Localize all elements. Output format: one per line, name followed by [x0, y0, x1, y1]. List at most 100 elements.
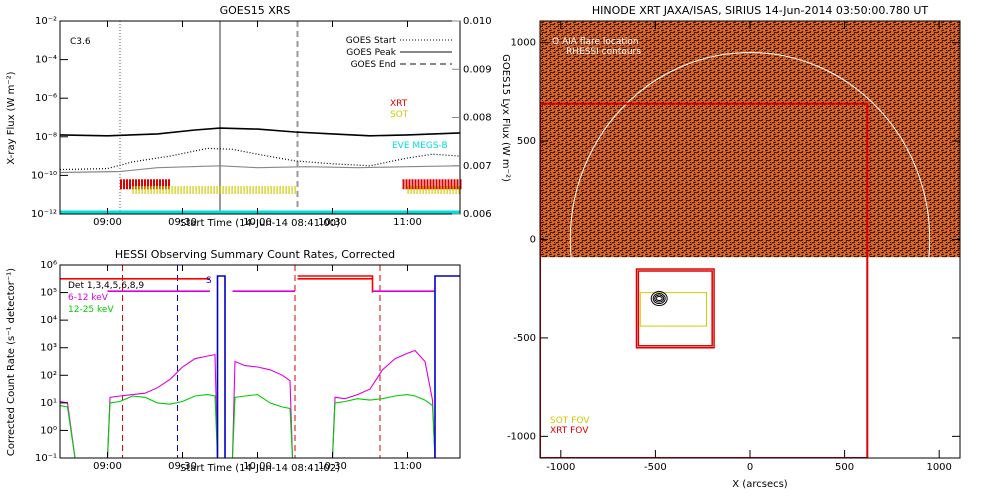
hessi-series-8: [216, 275, 226, 458]
goes-sot-coverage: [446, 186, 448, 195]
hessi-ytick-label: 10⁵: [40, 288, 57, 299]
hessi-panel: HESSI Observing Summary Count Rates, Cor…: [6, 248, 461, 474]
goes-flare-class: C3.6: [70, 37, 91, 47]
xrt-title: HINODE XRT JAXA/ISAS, SIRIUS 14-Jun-2014…: [592, 4, 929, 17]
goes-legend: GOES Start GOES Peak GOES End: [346, 36, 452, 70]
hessi-ytick-label: 10³: [40, 343, 57, 354]
goes-xtick-label: 09:30: [168, 217, 197, 228]
goes-xrt-coverage: [150, 179, 152, 190]
xrt-legend-aia: O AIA flare location: [552, 37, 639, 47]
goes-legend-end-label: GOES End: [351, 60, 396, 70]
goes-xrt-coverage: [135, 179, 137, 190]
goes-sot-coverage: [264, 186, 266, 195]
goes-long-channel: [59, 127, 461, 137]
goes-sot-coverage: [150, 186, 152, 195]
goes-sot-coverage: [180, 186, 182, 195]
goes-xtick-label: 09:00: [93, 217, 122, 228]
xrt-ytick-label: -500: [513, 333, 536, 344]
xrt-ytick-label: 0: [530, 235, 536, 246]
rhessi-contour: [655, 296, 663, 302]
goes-sot-coverage: [216, 186, 218, 195]
goes-sot-coverage: [195, 186, 197, 195]
hessi-series-0: [59, 349, 440, 459]
goes-xrt-coverage: [438, 179, 441, 190]
goes-xrt-coverage: [453, 179, 456, 190]
goes-xrt-coverage: [414, 179, 417, 190]
goes-ytick-right-label: 0.009: [463, 64, 492, 75]
goes-sot-coverage: [132, 186, 134, 195]
xrt-fov-small-box: [637, 270, 713, 347]
goes-sot-coverage: [174, 186, 176, 195]
goes-xrt-coverage: [165, 179, 167, 190]
goes-sot-coverage: [243, 186, 245, 195]
goes-sot-coverage: [252, 186, 254, 195]
goes-marker-xrt: XRT: [390, 99, 408, 109]
goes-lyx: [59, 165, 461, 174]
goes-sot-coverage: [279, 186, 281, 195]
goes-sot-coverage: [413, 186, 415, 195]
goes-xrt-coverage: [402, 179, 405, 190]
goes-xrt-coverage: [408, 179, 411, 190]
hessi-ytick-label: 10⁻¹: [35, 453, 57, 464]
hessi-xtick-label: 10:30: [318, 461, 347, 472]
goes-xlabel: Start Time (14-Jun-14 08:41:00): [180, 218, 340, 229]
goes-sot-coverage: [249, 186, 251, 195]
goes-short-channel: [59, 147, 461, 171]
xrt-xtick-label: -1000: [546, 462, 575, 473]
goes-sot-coverage: [201, 186, 203, 195]
hessi-xtick-label: 09:00: [93, 461, 122, 472]
goes-marker-eve: EVE MEGS-B: [392, 141, 448, 151]
xrt-ytick-label: -1000: [507, 431, 536, 442]
goes-sot-coverage: [153, 186, 155, 195]
goes-xrt-coverage: [456, 179, 459, 190]
goes-xrt-coverage: [120, 179, 122, 190]
goes-sot-coverage: [267, 186, 269, 195]
hessi-xtick-label: 11:00: [393, 461, 422, 472]
sot-fov-box: [639, 292, 707, 327]
goes-sot-coverage: [419, 186, 421, 195]
goes-sot-coverage: [458, 186, 460, 195]
goes-ytick-label: 10⁻²: [35, 16, 57, 27]
goes-sot-coverage: [222, 186, 224, 195]
goes-ylabel-right: GOES15 Lyx Flux (W m⁻²): [500, 54, 511, 182]
hessi-ytick-label: 10⁴: [40, 315, 57, 326]
goes-sot-coverage: [219, 186, 221, 195]
goes-xrt-coverage: [144, 179, 146, 190]
hessi-xlabel: Start Time (14-Jun-14 08:41:02): [180, 463, 340, 474]
goes-sot-coverage: [165, 186, 167, 195]
goes-legend-peak-label: GOES Peak: [346, 48, 396, 58]
hinode-xrt-panel: HINODE XRT JAXA/ISAS, SIRIUS 14-Jun-2014…: [507, 4, 961, 490]
goes-sot-coverage: [141, 186, 143, 195]
goes-sot-coverage: [443, 186, 445, 195]
goes-xrt-coverage: [432, 179, 435, 190]
goes-xrt-coverage: [162, 179, 164, 190]
xrt-xtick-label: 1000: [926, 462, 951, 473]
goes-xrt-coverage: [423, 179, 426, 190]
hessi-legend-detectors: Det 1,3,4,5,6,8,9: [68, 281, 144, 291]
goes-sot-coverage: [183, 186, 185, 195]
goes-sot-coverage: [416, 186, 418, 195]
goes-sot-coverage: [189, 186, 191, 195]
xrt-legend-rhessi: RHESSI contours: [566, 47, 641, 57]
goes-xtick-label: 10:00: [243, 217, 272, 228]
goes-xrt-coverage: [138, 179, 140, 190]
hessi-ytick-label: 10⁰: [40, 425, 57, 436]
goes-sot-coverage: [225, 186, 227, 195]
goes-sot-coverage: [255, 186, 257, 195]
hessi-series-4: [297, 275, 374, 293]
goes-ytick-label: 10⁻¹⁰: [31, 170, 57, 181]
goes-sot-coverage: [198, 186, 200, 195]
goes-sot-coverage: [159, 186, 161, 195]
goes-sot-coverage: [273, 186, 275, 195]
goes-sot-coverage: [258, 186, 260, 195]
goes-xrt-coverage: [450, 179, 453, 190]
goes-xtick-label: 11:00: [393, 217, 422, 228]
goes-sot-coverage: [449, 186, 451, 195]
hessi-legend-12-25: 12-25 keV: [68, 305, 114, 315]
goes-sot-coverage: [231, 186, 233, 195]
goes-xrt-coverage: [123, 179, 125, 190]
goes-sot-coverage: [210, 186, 212, 195]
goes-xrt-coverage: [153, 179, 155, 190]
goes-sot-coverage: [407, 186, 409, 195]
